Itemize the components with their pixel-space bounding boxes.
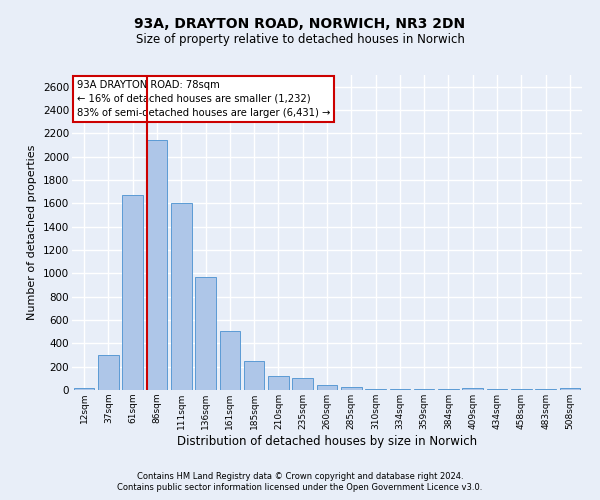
Bar <box>146 140 167 390</box>
Text: 93A, DRAYTON ROAD, NORWICH, NR3 2DN: 93A, DRAYTON ROAD, NORWICH, NR3 2DN <box>134 18 466 32</box>
Bar <box>195 277 216 390</box>
Bar <box>268 376 289 390</box>
Y-axis label: Number of detached properties: Number of detached properties <box>28 145 37 320</box>
Bar <box>122 195 143 390</box>
Bar <box>220 330 240 390</box>
Bar <box>317 386 337 390</box>
X-axis label: Distribution of detached houses by size in Norwich: Distribution of detached houses by size … <box>177 434 477 448</box>
Bar <box>98 355 119 390</box>
Bar <box>171 204 191 390</box>
Text: 93A DRAYTON ROAD: 78sqm
← 16% of detached houses are smaller (1,232)
83% of semi: 93A DRAYTON ROAD: 78sqm ← 16% of detache… <box>77 80 331 118</box>
Bar <box>292 378 313 390</box>
Bar <box>389 389 410 390</box>
Text: Contains HM Land Registry data © Crown copyright and database right 2024.: Contains HM Land Registry data © Crown c… <box>137 472 463 481</box>
Bar <box>341 386 362 390</box>
Bar <box>463 388 483 390</box>
Bar <box>560 388 580 390</box>
Bar <box>365 389 386 390</box>
Bar <box>74 388 94 390</box>
Text: Size of property relative to detached houses in Norwich: Size of property relative to detached ho… <box>136 32 464 46</box>
Text: Contains public sector information licensed under the Open Government Licence v3: Contains public sector information licen… <box>118 484 482 492</box>
Bar <box>244 362 265 390</box>
